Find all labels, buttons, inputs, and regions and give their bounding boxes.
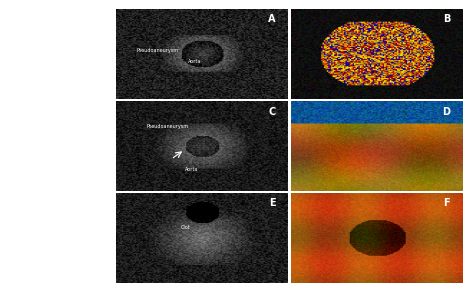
Text: Aorta: Aorta [188,59,201,64]
Text: B: B [443,14,450,24]
Text: A: A [268,14,275,24]
Text: C: C [268,107,275,117]
Text: E: E [269,198,275,208]
Text: D: D [442,107,450,117]
Text: Aorta: Aorta [184,167,198,172]
Text: F: F [444,198,450,208]
Text: Clot: Clot [181,225,191,230]
Text: Pseudoaneurysm: Pseudoaneurysm [137,48,179,53]
Text: Pseudoaneurysm: Pseudoaneurysm [147,124,189,129]
